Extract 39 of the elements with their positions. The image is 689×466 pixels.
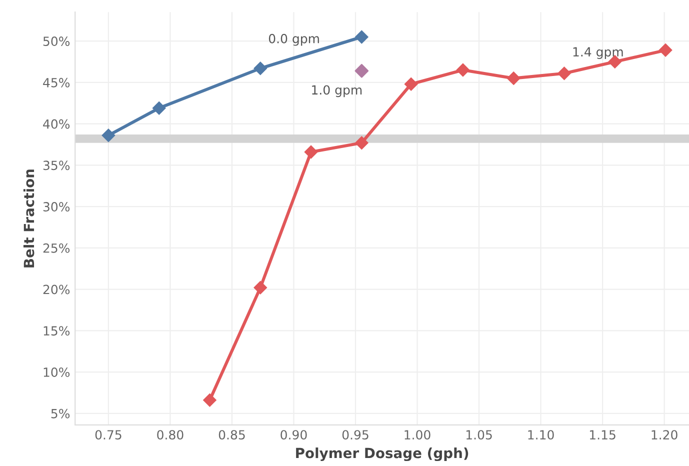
x-tick-label: 1.10	[528, 430, 554, 440]
point	[203, 394, 216, 407]
y-tick-label: 30%	[43, 202, 70, 212]
x-axis-title: Polymer Dosage (gph)	[296, 448, 468, 462]
x-tick-label: 1.15	[590, 430, 616, 440]
y-tick-label: 5%	[51, 408, 70, 418]
x-tick-label: 0.75	[95, 430, 122, 440]
y-tick-label: 15%	[44, 326, 70, 336]
x-tick-label: 0.95	[342, 430, 368, 440]
series-label: 0.0 gpm	[268, 34, 319, 46]
point	[152, 102, 166, 115]
x-tick-label: 1.20	[652, 430, 678, 440]
point	[507, 72, 520, 85]
point	[456, 63, 470, 77]
y-tick-label: 40%	[43, 119, 70, 129]
y-axis-title: Belt Fraction	[23, 170, 34, 268]
y-tick-label: 10%	[44, 368, 70, 377]
x-tick-label: 0.90	[280, 430, 307, 440]
x-tick-label: 0.80	[157, 430, 184, 440]
point	[254, 62, 267, 75]
y-tick-label: 50%	[43, 36, 70, 46]
y-tick-label: 45%	[43, 78, 70, 88]
point	[355, 136, 368, 150]
point	[558, 66, 571, 80]
point	[254, 281, 267, 294]
point	[102, 128, 116, 142]
point	[404, 78, 418, 91]
series-label: 1.4 gpm	[573, 47, 623, 60]
x-tick-label: 1.00	[404, 430, 430, 440]
series-label: 1.0 gpm	[312, 85, 362, 98]
y-tick-label: 35%	[43, 160, 70, 170]
x-tick-label: 0.85	[218, 430, 245, 440]
point	[658, 44, 672, 57]
y-tick-label: 20%	[43, 284, 70, 294]
point	[354, 64, 369, 78]
x-tick-label: 1.05	[466, 430, 492, 440]
y-tick-label: 25%	[43, 243, 70, 253]
point	[355, 30, 368, 44]
point	[304, 145, 318, 159]
